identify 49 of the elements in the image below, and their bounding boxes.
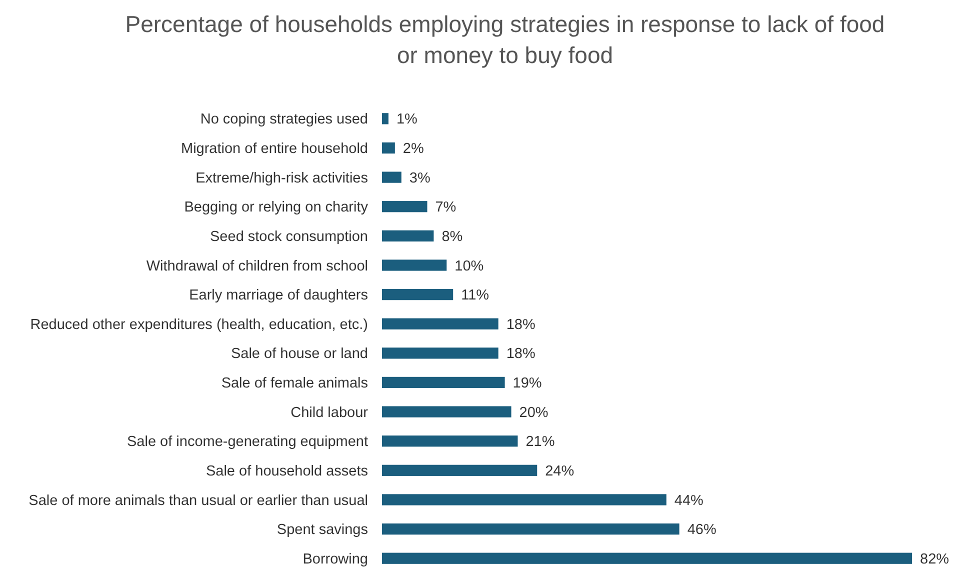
data-label: 1% <box>396 112 418 128</box>
y-tick-label: Withdrawal of children from school <box>146 258 368 274</box>
y-tick-label: Spent savings <box>276 522 368 538</box>
data-label: 19% <box>512 376 542 392</box>
data-label: 3% <box>409 170 430 186</box>
y-tick-label: Early marriage of daughters <box>189 288 368 304</box>
bar <box>382 230 434 242</box>
bar <box>382 318 498 330</box>
data-label: 20% <box>519 404 548 421</box>
y-tick-label: Child labour <box>290 404 368 421</box>
y-tick-label: Sale of house or land <box>230 346 368 362</box>
data-label: 24% <box>545 463 574 480</box>
data-label: 44% <box>674 492 704 509</box>
y-tick-label: No coping strategies used <box>200 112 368 128</box>
data-label: 21% <box>526 434 555 450</box>
data-label: 18% <box>506 346 536 362</box>
y-tick-label: Sale of more animals than usual or earlier than usual <box>28 492 368 509</box>
bar <box>382 113 388 124</box>
bar <box>382 552 912 564</box>
data-label: 18% <box>506 316 536 333</box>
bar <box>382 348 498 359</box>
y-tick-label: Borrowing <box>302 551 368 568</box>
bar <box>382 436 518 447</box>
bar <box>382 288 454 300</box>
bar <box>382 376 505 388</box>
data-label: 2% <box>402 141 424 158</box>
data-label: 8% <box>442 228 463 245</box>
y-tick-label: Seed stock consumption <box>210 228 368 245</box>
bar <box>382 523 680 535</box>
data-label: 46% <box>687 522 716 538</box>
bar <box>382 260 447 271</box>
data-label: 11% <box>461 288 490 304</box>
y-tick-label: Sale of income-generating equipment <box>126 434 368 450</box>
bar <box>382 172 402 183</box>
bar <box>382 494 666 506</box>
chart-title: Percentage of households employing strategies in response to lack of food or money to buy food <box>125 11 885 68</box>
y-tick-label: Migration of entire household <box>180 141 368 158</box>
bar <box>382 464 538 476</box>
y-tick-label: Begging or relying on charity <box>184 200 369 216</box>
bar <box>382 406 512 418</box>
data-label: 7% <box>435 200 456 216</box>
y-tick-label: Sale of female animals <box>221 376 368 392</box>
y-tick-label: Reduced other expenditures (health, education, etc.) <box>30 316 368 333</box>
y-tick-label: Extreme/high-risk activities <box>196 170 368 186</box>
data-label: 82% <box>920 551 950 568</box>
bar <box>382 201 428 212</box>
y-tick-label: Sale of household assets <box>206 463 368 480</box>
data-label: 10% <box>454 258 484 274</box>
bar <box>382 142 395 154</box>
